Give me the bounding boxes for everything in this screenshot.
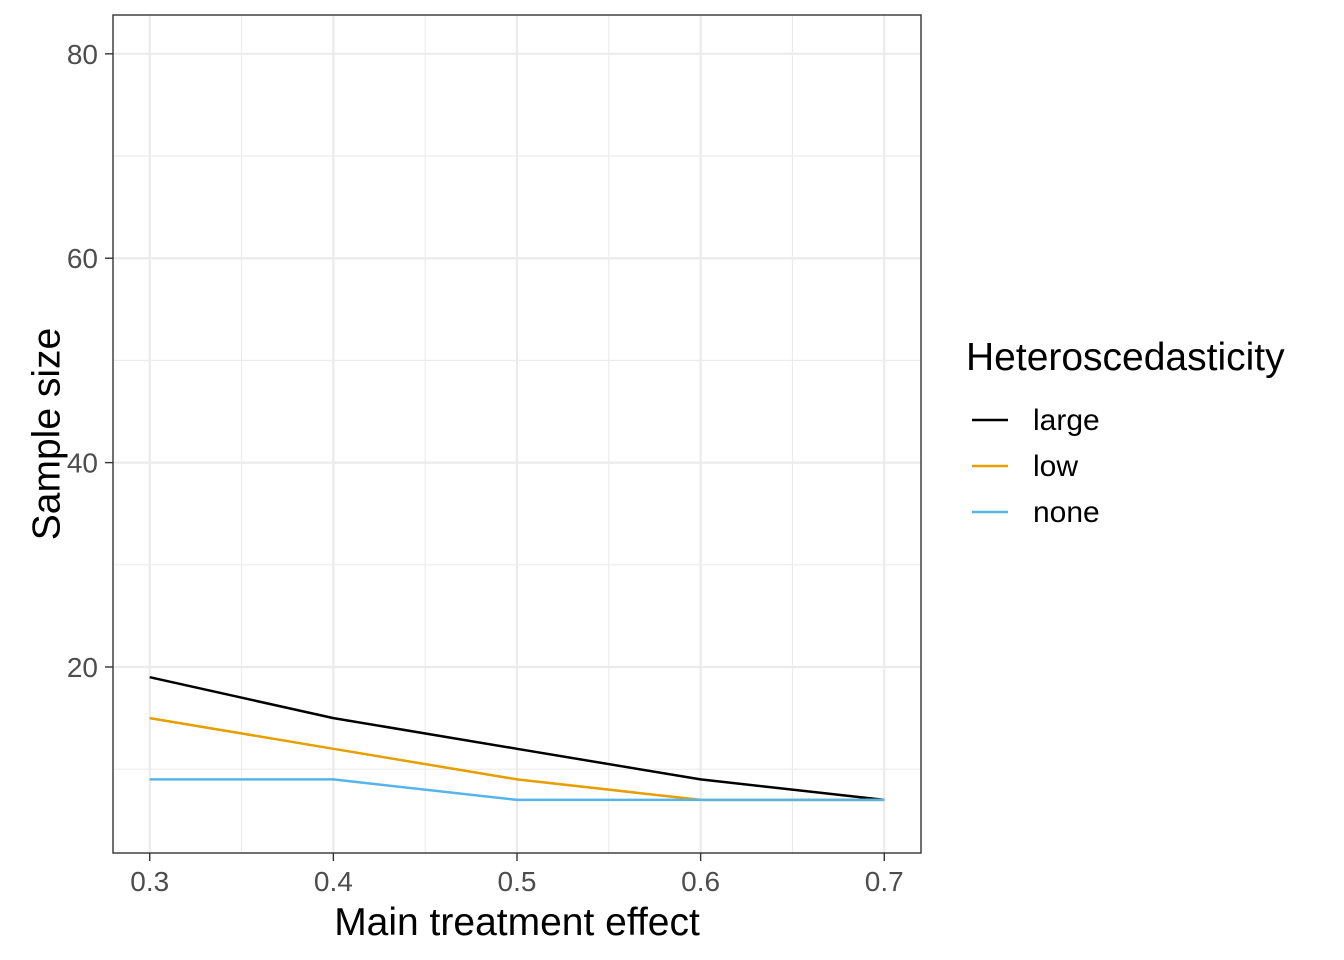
series-line-large xyxy=(149,675,885,802)
x-tick-label: 0.3 xyxy=(130,866,169,897)
major-gridlines xyxy=(113,15,921,853)
x-axis: 0.3 0.4 0.5 0.6 0.7 xyxy=(130,853,904,897)
legend-label-none: none xyxy=(1033,496,1100,529)
x-tick-label: 0.5 xyxy=(498,866,537,897)
legend-label-low: low xyxy=(1033,450,1078,483)
x-axis-title: Main treatment effect xyxy=(334,901,700,944)
legend-title: Heteroscedasticity xyxy=(966,336,1285,379)
series-line-none xyxy=(149,778,885,802)
legend: Heteroscedasticity large low none xyxy=(966,336,1285,529)
x-tick-label: 0.4 xyxy=(314,866,353,897)
legend-label-large: large xyxy=(1033,404,1100,437)
y-tick-label: 40 xyxy=(67,448,98,479)
series-layer xyxy=(149,675,885,802)
y-tick-label: 60 xyxy=(67,243,98,274)
x-tick-label: 0.7 xyxy=(865,866,904,897)
y-axis-title: Sample size xyxy=(26,328,69,540)
y-tick-label: 20 xyxy=(67,652,98,683)
x-tick-label: 0.6 xyxy=(681,866,720,897)
y-axis: 20 40 60 80 xyxy=(67,39,113,683)
y-tick-label: 80 xyxy=(67,39,98,70)
